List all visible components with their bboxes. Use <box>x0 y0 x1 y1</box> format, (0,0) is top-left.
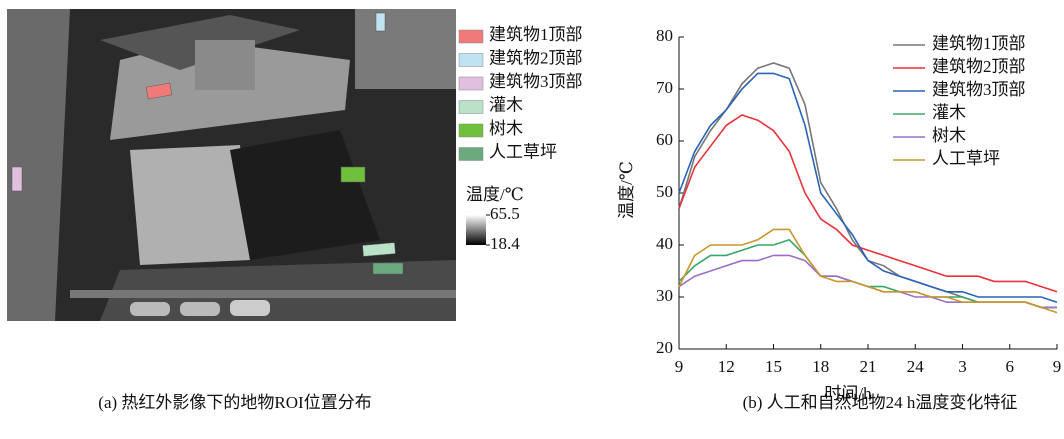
legend-label: 树木 <box>932 126 966 145</box>
y-tick-label: 50 <box>656 182 673 201</box>
x-tick-label: 6 <box>1006 357 1015 376</box>
legend-label: 建筑物2顶部 <box>932 57 1026 76</box>
roi <box>373 263 403 274</box>
y-tick-label: 70 <box>656 78 673 97</box>
figure: 温度/℃ (a) 热红外影像下的地物ROI位置分布 (b) 人工和自然地物24 … <box>0 0 1064 439</box>
x-tick-label: 3 <box>958 357 967 376</box>
x-tick-label: 18 <box>812 357 829 376</box>
legend-label: 灌木 <box>932 103 966 122</box>
line-series <box>679 63 1057 307</box>
caption: (b) 人工和自然地物24 h温度变化特征 <box>743 393 1018 412</box>
y-tick-label: 80 <box>656 26 673 45</box>
legend-swatch <box>459 101 483 114</box>
x-axis-label: 时间/h <box>824 384 872 403</box>
legend-swatch <box>459 148 483 161</box>
legend-label: 建筑物1顶部 <box>489 25 583 44</box>
legend-label: 建筑物3顶部 <box>932 80 1026 99</box>
legend-swatch <box>459 77 483 90</box>
x-tick-label: 9 <box>675 357 684 376</box>
legend-label: 人工草坪 <box>489 142 557 161</box>
y-axis-label: 温度/℃ <box>617 161 636 219</box>
line-series <box>679 115 1057 292</box>
colorbar-title: 温度/℃ <box>466 185 524 204</box>
x-tick-label: 9 <box>1053 357 1062 376</box>
x-tick-label: 21 <box>860 357 877 376</box>
roi <box>12 167 22 191</box>
y-tick-label: 60 <box>656 130 673 149</box>
line-series <box>679 73 1057 302</box>
legend-swatch <box>459 30 483 43</box>
x-tick-label: 15 <box>765 357 782 376</box>
colorbar-label: 18.4 <box>490 234 520 253</box>
legend-swatch <box>459 124 483 137</box>
roi <box>376 13 385 31</box>
y-tick-label: 20 <box>656 338 673 357</box>
colorbar-label: 65.5 <box>490 204 520 223</box>
legend-label: 建筑物1顶部 <box>932 34 1026 53</box>
page: 温度/℃ (a) 热红外影像下的地物ROI位置分布 (b) 人工和自然地物24 … <box>0 0 1064 439</box>
line-series <box>679 229 1057 312</box>
colorbar <box>466 215 486 245</box>
y-tick-label: 40 <box>656 234 673 253</box>
legend-label: 建筑物3顶部 <box>489 72 583 91</box>
y-tick-label: 30 <box>656 286 673 305</box>
legend-label: 树木 <box>489 119 523 138</box>
x-tick-label: 12 <box>718 357 735 376</box>
roi <box>341 167 365 182</box>
legend-label: 建筑物2顶部 <box>489 48 583 67</box>
x-tick-label: 24 <box>907 357 925 376</box>
legend-swatch <box>459 54 483 67</box>
legend-label: 人工草坪 <box>932 149 1000 168</box>
legend-label: 灌木 <box>489 95 523 114</box>
caption: (a) 热红外影像下的地物ROI位置分布 <box>98 393 371 412</box>
